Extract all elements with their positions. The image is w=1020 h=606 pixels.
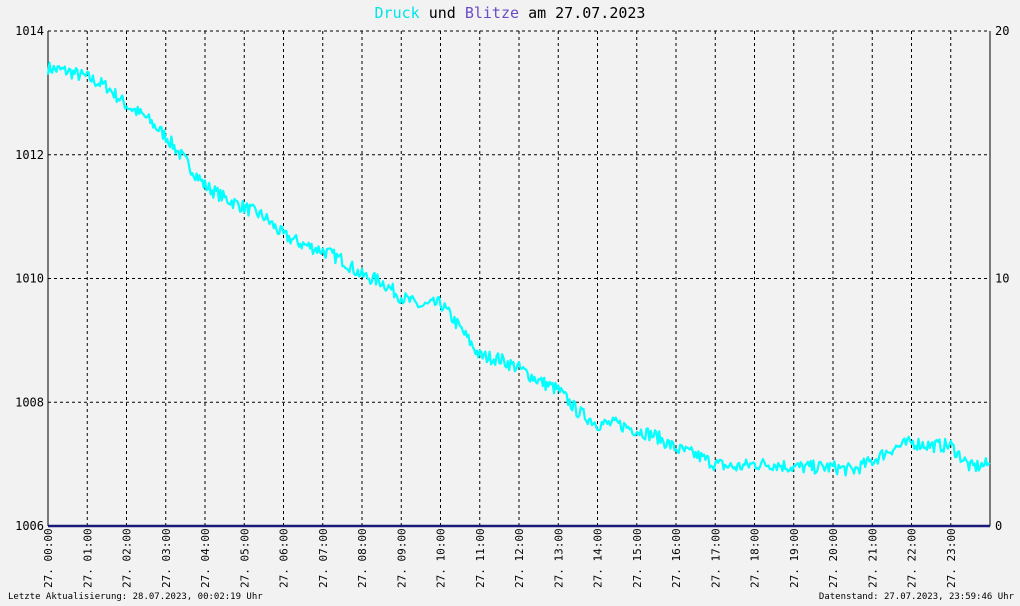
x-tick-label: 27. 16:00 <box>670 528 683 588</box>
x-tick-label: 27. 20:00 <box>827 528 840 588</box>
x-tick-label: 27. 17:00 <box>709 528 722 588</box>
x-tick-label: 27. 14:00 <box>592 528 605 588</box>
footer-data-status: Datenstand: 27.07.2023, 23:59:46 Uhr <box>818 592 1014 602</box>
x-tick-label: 27. 07:00 <box>317 528 330 588</box>
x-tick-label: 27. 02:00 <box>121 528 134 588</box>
y-tick-label-right: 0 <box>995 519 1002 533</box>
x-tick-label: 27. 13:00 <box>552 528 565 588</box>
y-tick-label-left: 1012 <box>15 148 44 162</box>
x-tick-label: 27. 18:00 <box>749 528 762 588</box>
series-druck-line <box>46 61 991 477</box>
y-tick-label-right: 10 <box>995 272 1009 286</box>
grid-lines <box>48 30 990 526</box>
y-tick-label-left: 1010 <box>15 272 44 286</box>
x-tick-label: 27. 01:00 <box>81 528 94 588</box>
title-date: 27.07.2023 <box>555 4 646 22</box>
y-tick-label-right: 20 <box>995 24 1009 38</box>
x-tick-label: 27. 09:00 <box>395 528 408 588</box>
footer-last-update: Letzte Aktualisierung: 28.07.2023, 00:02… <box>8 592 263 602</box>
x-tick-label: 27. 03:00 <box>160 528 173 588</box>
x-tick-label: 27. 11:00 <box>474 528 487 588</box>
title-date-prefix: am <box>528 4 547 22</box>
x-tick-label: 27. 05:00 <box>238 528 251 588</box>
title-conjunction: und <box>428 4 456 22</box>
x-tick-label: 27. 23:00 <box>945 528 958 588</box>
tick-labels: 1006 1008 1010 1012 1014 0 10 20 27. 00:00 27. 01… <box>15 24 1009 588</box>
data-lines <box>46 61 991 528</box>
x-tick-label: 27. 19:00 <box>788 528 801 588</box>
x-tick-label: 27. 08:00 <box>356 528 369 588</box>
x-tick-label: 27. 22:00 <box>906 528 919 588</box>
x-tick-label: 27. 21:00 <box>866 528 879 588</box>
x-tick-label: 27. 12:00 <box>513 528 526 588</box>
x-tick-label: 27. 00:00 <box>42 528 55 588</box>
x-tick-label: 27. 10:00 <box>435 528 448 588</box>
title-series-druck: Druck <box>374 4 420 22</box>
y-tick-label-left: 1006 <box>15 519 44 533</box>
x-tick-label: 27. 06:00 <box>278 528 291 588</box>
title-series-blitze: Blitze <box>464 4 520 22</box>
y-tick-label-left: 1008 <box>15 395 44 409</box>
x-tick-label: 27. 04:00 <box>199 528 212 588</box>
axes <box>47 30 991 526</box>
chart-title: Druck und Blitze am 27.07.2023 <box>0 4 1020 22</box>
x-tick-label: 27. 15:00 <box>631 528 644 588</box>
y-tick-label-left: 1014 <box>15 24 44 38</box>
